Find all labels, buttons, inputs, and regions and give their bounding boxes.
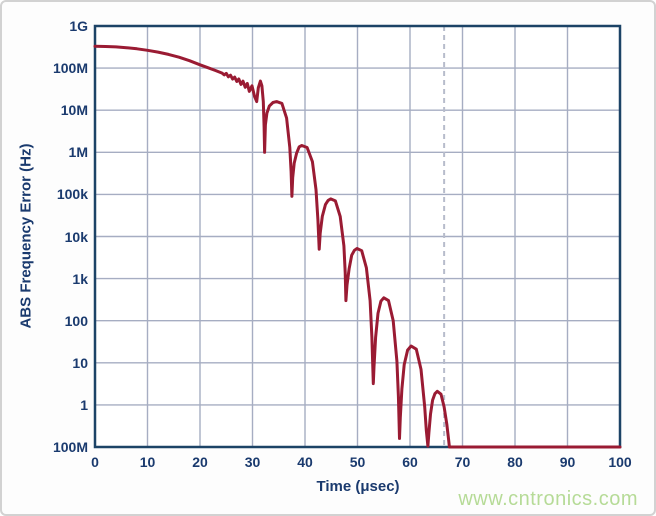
x-tick-label: 0 bbox=[91, 454, 99, 470]
x-tick-label: 50 bbox=[349, 454, 366, 470]
x-tick-label: 10 bbox=[139, 454, 156, 470]
y-tick-label: 100k bbox=[56, 186, 88, 203]
x-tick-label: 30 bbox=[244, 454, 261, 470]
x-tick-label: 70 bbox=[454, 454, 471, 470]
x-tick-label: 60 bbox=[402, 454, 418, 470]
frequency-error-curve bbox=[93, 44, 622, 449]
plot-frame bbox=[93, 24, 622, 449]
x-tick-label: 100 bbox=[608, 454, 632, 470]
y-tick-label: 1 bbox=[80, 396, 88, 413]
y-tick-label: 1G bbox=[69, 18, 88, 34]
y-tick-label: 1k bbox=[72, 270, 88, 287]
y-axis-title: ABS Frequency Error (Hz) bbox=[17, 143, 35, 329]
x-axis-title: Time (μsec) bbox=[316, 478, 400, 495]
watermark: www.cntronics.com bbox=[458, 488, 638, 510]
y-tick-label: 100 bbox=[64, 312, 88, 329]
y-tick-label: 10 bbox=[72, 354, 88, 371]
x-tick-label: 90 bbox=[559, 454, 576, 470]
y-tick-label: 1M bbox=[68, 144, 88, 161]
x-tick-label: 80 bbox=[507, 454, 523, 470]
y-tick-label: 10M bbox=[60, 102, 88, 119]
y-tick-label: 100M bbox=[52, 439, 88, 455]
x-tick-label: 20 bbox=[192, 454, 208, 470]
y-tick-label: 10k bbox=[64, 228, 88, 245]
y-tick-label: 100M bbox=[52, 60, 88, 77]
x-tick-label: 40 bbox=[297, 454, 313, 470]
